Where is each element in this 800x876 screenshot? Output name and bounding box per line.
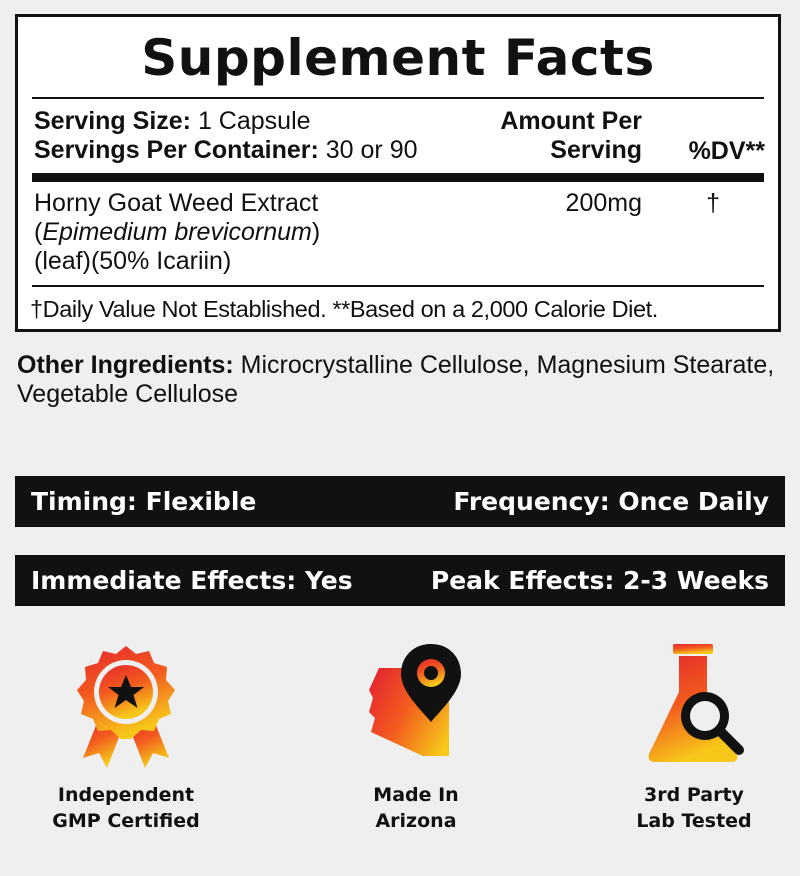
badge-lab-tested: 3rd Party Lab Tested — [594, 640, 794, 834]
amount-per-serving-header: Amount Per Serving — [500, 107, 642, 165]
ingredient-latin: Epimedium brevicornum — [42, 218, 312, 246]
badge-made-in-arizona: Made In Arizona — [316, 640, 516, 834]
badge-gmp-certified: Independent GMP Certified — [26, 640, 226, 834]
lab-flask-icon — [648, 644, 744, 762]
divider — [32, 285, 764, 287]
servings-per-container-label: Servings Per Container: — [34, 136, 319, 164]
arizona-location-icon — [369, 644, 461, 756]
badge-line2: Lab Tested — [636, 810, 752, 832]
serving-size-value: 1 Capsule — [197, 107, 311, 135]
timing-label: Timing: Flexible — [31, 487, 257, 516]
serving-size-row: Serving Size: 1 Capsule — [34, 107, 311, 136]
badge-label: Made In Arizona — [316, 782, 516, 834]
effects-bar: Immediate Effects: Yes Peak Effects: 2-3… — [15, 555, 785, 606]
other-ingredients-label: Other Ingredients: — [17, 351, 234, 379]
badge-line1: Independent — [57, 784, 195, 806]
ingredient-amount: 200mg — [565, 189, 642, 217]
amount-header-line2: Serving — [550, 136, 642, 164]
other-ingredients-text: Microcrystalline Cellulose, Magnesium St… — [17, 351, 775, 408]
ingredient-detail: (leaf)(50% Icariin) — [34, 247, 232, 275]
frequency-label: Frequency: Once Daily — [453, 487, 769, 516]
badge-line1: Made In — [373, 784, 459, 806]
immediate-effects-label: Immediate Effects: Yes — [31, 566, 353, 595]
daily-value-header: %DV** — [688, 137, 765, 165]
servings-per-container-value: 30 or 90 — [325, 136, 418, 164]
peak-effects-label: Peak Effects: 2-3 Weeks — [430, 566, 769, 595]
timing-frequency-bar: Timing: Flexible Frequency: Once Daily — [15, 476, 785, 527]
supplement-facts-panel: Supplement Facts Serving Size: 1 Capsule… — [15, 14, 781, 332]
serving-size-label: Serving Size: — [34, 107, 191, 135]
ingredient-name: Horny Goat Weed Extract — [34, 189, 319, 217]
award-ribbon-icon — [77, 646, 175, 768]
badge-label: 3rd Party Lab Tested — [594, 782, 794, 834]
divider — [32, 97, 764, 99]
ingredient-dv: † — [706, 189, 720, 217]
amount-header-line1: Amount Per — [500, 107, 642, 135]
other-ingredients: Other Ingredients: Microcrystalline Cell… — [17, 351, 787, 409]
footnote: †Daily Value Not Established. **Based on… — [30, 296, 658, 322]
ingredient-latin-row: (Epimedium brevicornum) — [34, 218, 321, 246]
badge-label: Independent GMP Certified — [26, 782, 226, 834]
badge-line2: Arizona — [375, 810, 457, 832]
badge-line1: 3rd Party — [644, 784, 744, 806]
thick-divider — [32, 173, 764, 182]
ingredient-name-block: Horny Goat Weed Extract (Epimedium brevi… — [34, 189, 320, 276]
facts-title: Supplement Facts — [141, 29, 655, 87]
servings-per-container-row: Servings Per Container: 30 or 90 — [34, 136, 418, 165]
badge-line2: GMP Certified — [52, 810, 200, 832]
